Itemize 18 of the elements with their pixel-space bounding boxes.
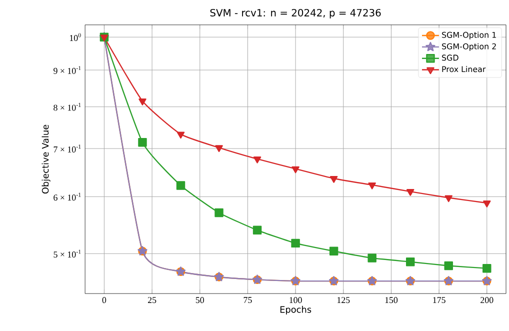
x-tick-label: 125: [337, 296, 350, 303]
y-axis-title: Objective Value: [42, 124, 50, 194]
y-tick-label: 5 × 10$^{-1}$: [54, 250, 81, 258]
y-tick-label: 8 × 10$^{-1}$: [54, 102, 81, 111]
y-tick-label: 9 × 10$^{-1}$: [54, 66, 81, 74]
x-tick-label: 200: [480, 296, 494, 303]
x-tick-label: 75: [244, 296, 252, 303]
y-tick-label: 10$^{0}$: [70, 33, 81, 41]
chart-title: SVM - rcv1: n = 20242, p = 47236: [210, 8, 381, 18]
x-tick-label: 175: [433, 296, 446, 303]
x-tick-label: 150: [385, 296, 398, 303]
y-tick-label: 7 × 10$^{-1}$: [54, 144, 81, 152]
x-tick-label: 100: [290, 296, 302, 303]
x-tick-label: 0: [102, 296, 106, 303]
x-tick-label: 50: [196, 296, 204, 303]
x-axis-title: Epochs: [280, 306, 312, 314]
y-tick-label: 6 × 10$^{-1}$: [54, 192, 81, 200]
x-tick-label: 25: [148, 296, 156, 303]
